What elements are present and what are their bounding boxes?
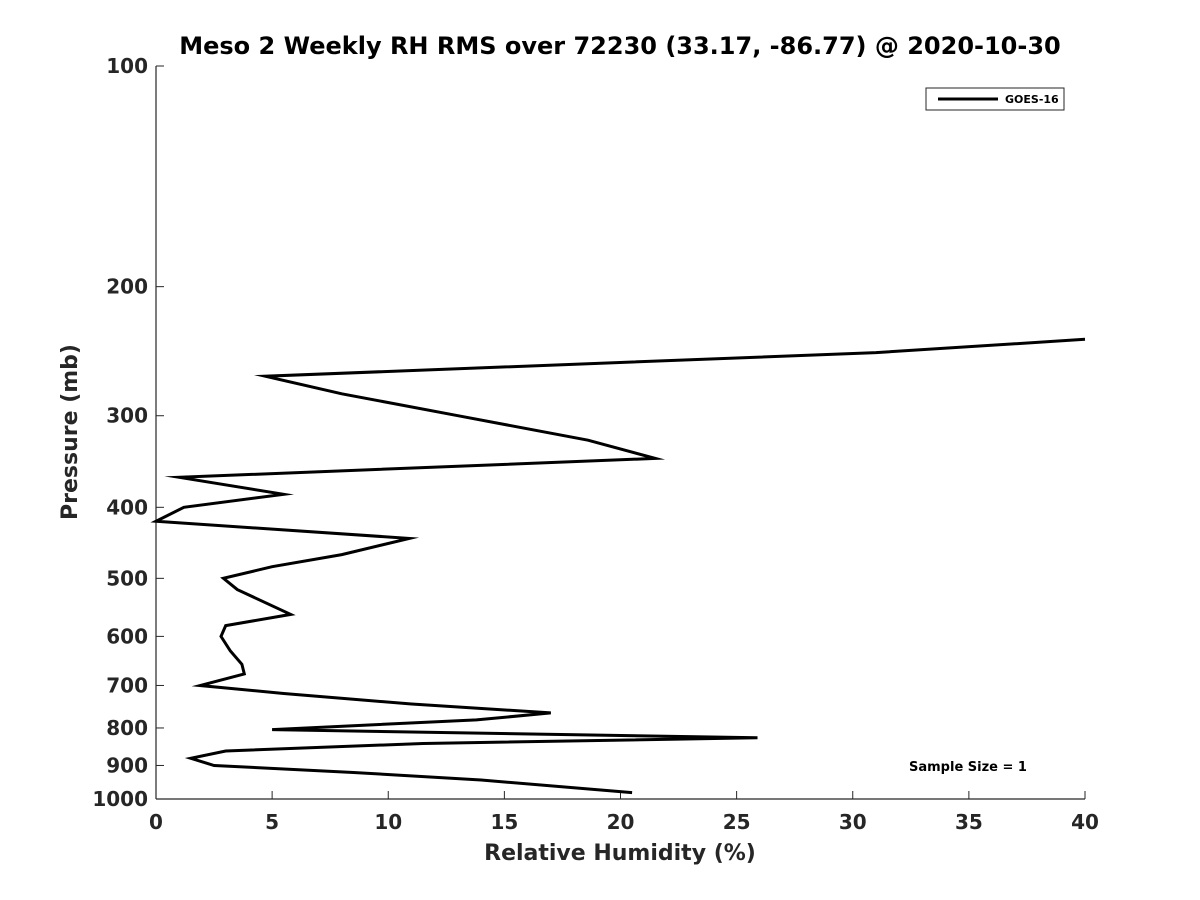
y-tick-label: 900 [106, 753, 148, 777]
x-tick-label: 0 [149, 810, 163, 834]
series-line-goes-16 [150, 337, 1086, 795]
x-tick-label: 15 [490, 810, 518, 834]
y-tick-label: 300 [106, 404, 148, 428]
x-tick-label: 25 [723, 810, 751, 834]
y-tick-label: 500 [106, 566, 148, 590]
y-axis-label: Pressure (mb) [58, 344, 83, 520]
sample-size-annotation: Sample Size = 1 [909, 760, 1027, 775]
y-tick-label: 400 [106, 495, 148, 519]
x-ticks: 0 5 10 15 20 25 30 35 40 [149, 791, 1099, 834]
y-tick-label: 700 [106, 673, 148, 697]
y-tick-label: 800 [106, 716, 148, 740]
y-tick-label: 200 [106, 275, 148, 299]
x-tick-label: 10 [374, 810, 402, 834]
x-tick-label: 5 [265, 810, 279, 834]
x-tick-label: 35 [955, 810, 983, 834]
y-tick-label: 100 [106, 54, 148, 78]
y-ticks: 100 200 300 400 500 600 700 800 900 1000 [92, 54, 164, 811]
y-tick-label: 1000 [92, 787, 148, 811]
x-tick-label: 30 [839, 810, 867, 834]
x-tick-label: 40 [1071, 810, 1099, 834]
y-tick-label: 600 [106, 624, 148, 648]
x-tick-label: 20 [607, 810, 635, 834]
legend-label-goes-16: GOES-16 [1005, 93, 1059, 106]
legend: GOES-16 [925, 87, 1065, 111]
series-layer [150, 337, 1086, 795]
chart-title: Meso 2 Weekly RH RMS over 72230 (33.17, … [179, 32, 1061, 60]
x-axis-label: Relative Humidity (%) [484, 841, 756, 866]
